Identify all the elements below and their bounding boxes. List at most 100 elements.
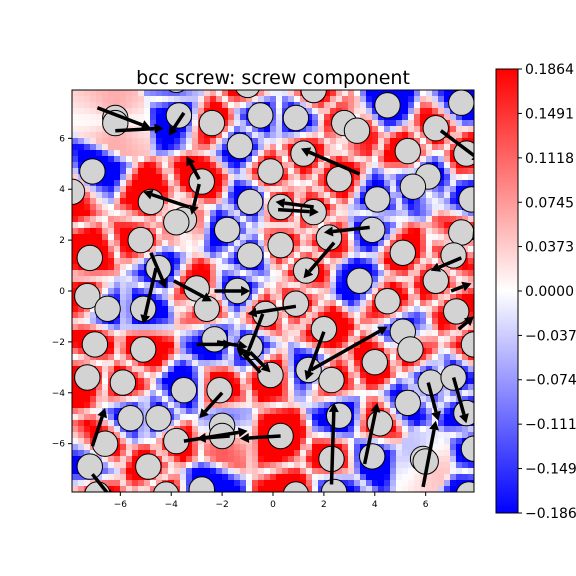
field-cell: [240, 96, 247, 103]
field-cell: [384, 468, 391, 475]
field-cell: [180, 276, 187, 283]
field-cell: [402, 210, 409, 217]
field-cell: [276, 474, 283, 481]
displacement-arrow: [451, 377, 469, 424]
atom-marker: [282, 290, 310, 317]
field-cell: [186, 480, 193, 487]
field-cell: [234, 216, 241, 223]
field-cell: [180, 348, 187, 355]
field-cell: [312, 282, 319, 289]
field-cell: [228, 120, 235, 127]
field-cell: [252, 450, 259, 457]
field-cell: [288, 468, 295, 475]
field-cell: [324, 132, 331, 139]
field-cell: [378, 180, 385, 187]
field-cell: [198, 138, 205, 145]
field-cell: [192, 138, 199, 145]
field-cell: [252, 174, 259, 181]
field-cell: [246, 444, 253, 451]
field-cell: [288, 168, 295, 175]
field-cell: [456, 270, 463, 277]
field-cell: [72, 438, 79, 445]
field-cell: [198, 468, 205, 475]
field-cell: [462, 270, 469, 277]
field-cell: [90, 408, 97, 415]
field-cell: [450, 168, 457, 175]
field-cell: [222, 132, 229, 139]
field-cell: [114, 138, 121, 145]
field-cell: [354, 264, 361, 271]
field-cell: [252, 426, 259, 433]
field-cell: [396, 282, 403, 289]
field-cell: [270, 294, 277, 301]
field-cell: [276, 402, 283, 409]
field-cell: [222, 366, 229, 373]
field-cell: [192, 324, 199, 331]
field-cell: [174, 90, 181, 97]
field-cell: [162, 378, 169, 385]
field-cell: [258, 384, 265, 391]
field-cell: [354, 330, 361, 337]
field-cell: [402, 480, 409, 487]
field-cell: [114, 450, 121, 457]
field-cell: [366, 210, 373, 217]
field-cell: [306, 168, 313, 175]
field-cell: [168, 234, 175, 241]
field-cell: [432, 318, 439, 325]
field-cell: [84, 120, 91, 127]
field-cell: [126, 480, 133, 487]
field-cell: [438, 150, 445, 157]
field-cell: [300, 168, 307, 175]
field-cell: [156, 318, 163, 325]
field-cell: [138, 480, 145, 487]
field-cell: [210, 318, 217, 325]
field-cell: [444, 414, 451, 421]
field-cell: [204, 150, 211, 157]
field-cell: [192, 96, 199, 103]
field-cell: [354, 312, 361, 319]
field-cell: [120, 222, 127, 229]
field-cell: [222, 474, 229, 481]
field-cell: [186, 414, 193, 421]
field-cell: [78, 222, 85, 229]
field-cell: [258, 132, 265, 139]
field-cell: [318, 108, 325, 115]
field-cell: [408, 168, 415, 175]
field-cell: [198, 360, 205, 367]
field-cell: [108, 150, 115, 157]
field-cell: [294, 450, 301, 457]
field-cell: [276, 300, 283, 307]
field-cell: [318, 120, 325, 127]
field-cell: [324, 120, 331, 127]
field-cell: [198, 198, 205, 205]
field-cell: [246, 312, 253, 319]
field-cell: [126, 342, 133, 349]
field-cell: [192, 360, 199, 367]
field-cell: [354, 384, 361, 391]
field-cell: [366, 90, 373, 97]
field-cell: [240, 102, 247, 109]
field-cell: [420, 300, 427, 307]
atom-marker: [127, 226, 154, 254]
field-cell: [162, 204, 169, 211]
displacement-arrow: [168, 111, 186, 136]
field-cell: [438, 156, 445, 163]
field-cell: [240, 444, 247, 451]
field-cell: [294, 228, 301, 235]
field-cell: [336, 204, 343, 211]
field-cell: [138, 210, 145, 217]
field-cell: [168, 468, 175, 475]
field-cell: [222, 156, 229, 163]
field-cell: [312, 162, 319, 169]
field-cell: [396, 372, 403, 379]
field-cell: [234, 204, 241, 211]
field-cell: [150, 366, 157, 373]
x-tick-label: −6: [114, 500, 128, 510]
field-cell: [222, 210, 229, 217]
field-cell: [468, 282, 474, 289]
field-cell: [276, 408, 283, 415]
field-cell: [240, 156, 247, 163]
field-cell: [156, 132, 163, 139]
colorbar-gradient: [495, 68, 519, 514]
field-cell: [282, 330, 289, 337]
